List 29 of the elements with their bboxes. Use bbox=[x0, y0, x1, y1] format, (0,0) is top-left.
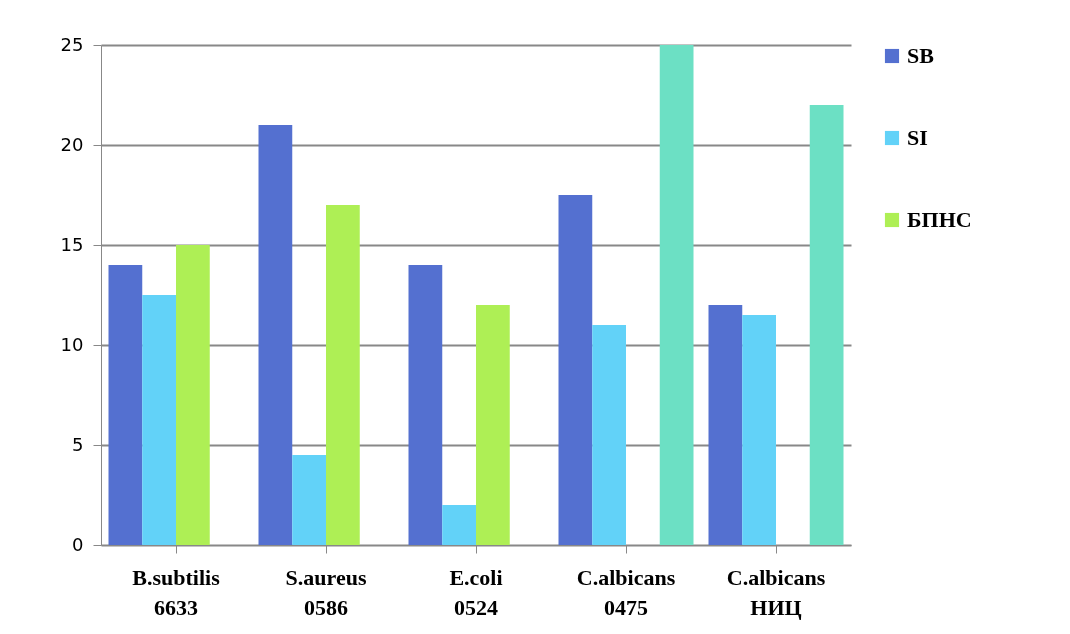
legend-label: SB bbox=[907, 43, 935, 68]
bar bbox=[592, 325, 626, 545]
bar bbox=[292, 455, 326, 545]
bar bbox=[476, 305, 510, 545]
y-tick-label: 5 bbox=[72, 433, 84, 455]
x-tick-label: C.albicans 0475 bbox=[576, 564, 676, 620]
bar bbox=[108, 265, 143, 545]
y-tick-label: 10 bbox=[60, 333, 84, 355]
y-tick-label: 20 bbox=[60, 133, 84, 155]
x-tick-label: B.subtilis 6633 bbox=[132, 564, 221, 620]
legend-label: БПНС bbox=[907, 207, 972, 232]
bar bbox=[408, 265, 443, 545]
legend-label: SI bbox=[907, 125, 928, 150]
y-tick-label: 0 bbox=[72, 533, 84, 555]
bar bbox=[176, 245, 210, 545]
bar bbox=[659, 45, 694, 545]
bar bbox=[442, 505, 476, 545]
y-tick-label: 15 bbox=[60, 233, 84, 255]
bar bbox=[742, 315, 776, 545]
bar bbox=[708, 305, 743, 545]
y-tick-label: 25 bbox=[60, 33, 84, 55]
bar bbox=[258, 125, 293, 545]
x-tick-label: C.albicans НИЦ bbox=[726, 564, 826, 620]
x-tick-label: S.aureus 0586 bbox=[285, 564, 367, 620]
bar bbox=[142, 295, 176, 545]
x-tick-label: E.coli 0524 bbox=[449, 564, 503, 620]
bar bbox=[809, 105, 844, 545]
bar bbox=[558, 195, 593, 545]
bar bbox=[326, 205, 360, 545]
